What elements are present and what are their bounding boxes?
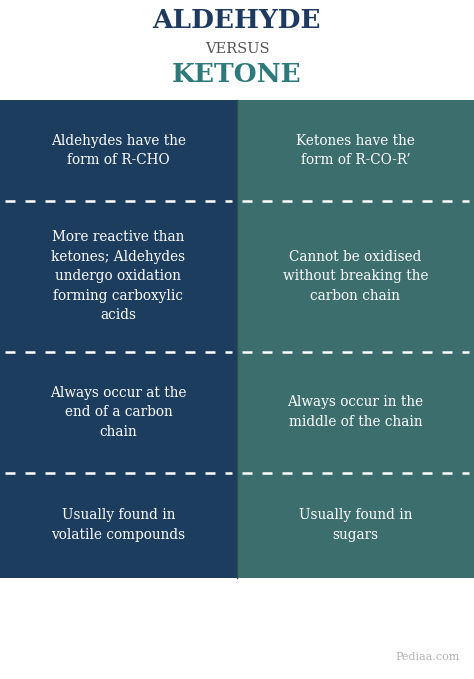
Text: Always occur at the
end of a carbon
chain: Always occur at the end of a carbon chai…: [50, 386, 187, 439]
Bar: [0, 352, 237, 473]
Bar: [237, 100, 474, 201]
Text: Cannot be oxidised
without breaking the
carbon chain: Cannot be oxidised without breaking the …: [283, 250, 428, 303]
Text: VERSUS: VERSUS: [205, 42, 269, 56]
Bar: [237, 201, 474, 352]
Text: ALDEHYDE: ALDEHYDE: [153, 8, 321, 33]
Text: Usually found in
volatile compounds: Usually found in volatile compounds: [52, 509, 185, 542]
Text: Ketones have the
form of R-CO-R’: Ketones have the form of R-CO-R’: [296, 134, 415, 168]
Text: Aldehydes have the
form of R-CHO: Aldehydes have the form of R-CHO: [51, 134, 186, 168]
Bar: [0, 473, 237, 578]
Text: Always occur in the
middle of the chain: Always occur in the middle of the chain: [287, 395, 424, 429]
Text: Usually found in
sugars: Usually found in sugars: [299, 509, 412, 542]
Text: KETONE: KETONE: [172, 62, 302, 88]
Bar: [0, 100, 237, 201]
Bar: [0, 201, 237, 352]
Bar: [237, 352, 474, 473]
Text: More reactive than
ketones; Aldehydes
undergo oxidation
forming carboxylic
acids: More reactive than ketones; Aldehydes un…: [52, 230, 185, 323]
Text: Pediaa.com: Pediaa.com: [395, 652, 460, 662]
Bar: [237, 473, 474, 578]
